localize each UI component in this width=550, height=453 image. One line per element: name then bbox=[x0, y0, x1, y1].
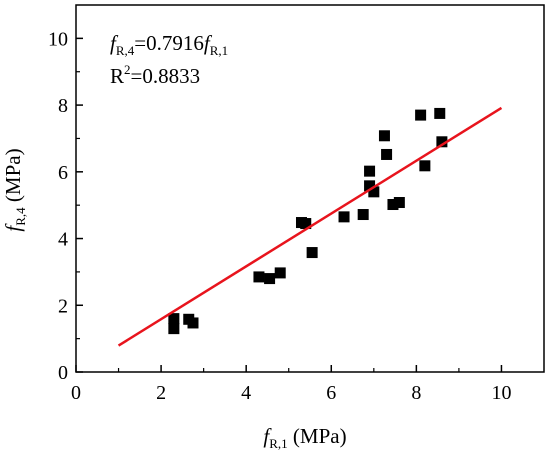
data-point bbox=[168, 323, 180, 335]
x-tick-label: 0 bbox=[71, 382, 81, 404]
x-axis-label: fR,1 (MPa) bbox=[263, 424, 346, 451]
data-point bbox=[274, 267, 286, 279]
data-point bbox=[415, 109, 427, 121]
data-point bbox=[264, 273, 276, 285]
data-point bbox=[381, 148, 393, 160]
data-point bbox=[168, 313, 180, 325]
x-tick-label: 8 bbox=[411, 382, 421, 404]
y-tick-label: 10 bbox=[48, 28, 68, 50]
data-point bbox=[300, 218, 312, 230]
data-points bbox=[168, 107, 448, 335]
data-point bbox=[306, 247, 318, 259]
data-point bbox=[434, 107, 446, 119]
y-tick-label: 2 bbox=[58, 295, 68, 317]
x-tick-label: 6 bbox=[326, 382, 336, 404]
data-point bbox=[378, 130, 390, 142]
x-tick-label: 4 bbox=[241, 382, 251, 404]
data-point bbox=[364, 165, 376, 177]
y-axis-label: fR,4 (MPa) bbox=[1, 148, 28, 231]
data-point bbox=[419, 160, 431, 172]
y-tick-label: 6 bbox=[58, 162, 68, 184]
y-tick-label: 0 bbox=[58, 362, 68, 384]
data-point bbox=[253, 271, 265, 283]
data-point bbox=[357, 209, 369, 221]
x-tick-label: 2 bbox=[156, 382, 166, 404]
x-axis-ticks: 0 2 4 6 8 10 bbox=[71, 365, 511, 404]
fit-line-group bbox=[117, 106, 503, 347]
y-tick-label: 4 bbox=[58, 229, 68, 251]
plot-frame bbox=[75, 4, 545, 373]
x-tick-label: 10 bbox=[491, 382, 511, 404]
data-point bbox=[436, 136, 448, 148]
r-squared-annotation: R2=0.8833 bbox=[110, 62, 200, 88]
data-point bbox=[364, 180, 376, 192]
y-tick-label: 8 bbox=[58, 95, 68, 117]
y-axis-ticks: 0 2 4 6 8 10 bbox=[48, 28, 83, 384]
data-point bbox=[338, 211, 350, 223]
data-point bbox=[368, 186, 380, 198]
data-point bbox=[387, 199, 399, 211]
data-point bbox=[187, 317, 199, 329]
data-point bbox=[393, 197, 405, 209]
equation-annotation: fR,4=0.7916fR,1 bbox=[110, 31, 228, 58]
fit-line bbox=[117, 106, 503, 347]
